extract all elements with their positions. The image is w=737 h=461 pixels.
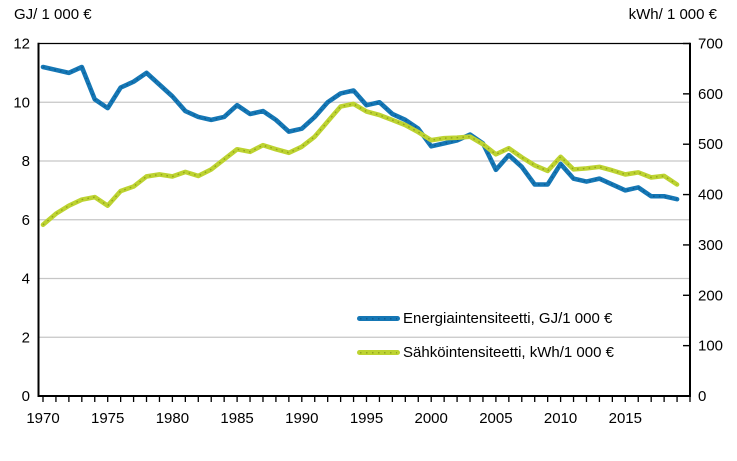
left-axis-tick-label: 0 — [22, 388, 30, 405]
left-axis-tick-label: 12 — [13, 36, 30, 53]
x-axis-tick-label: 2015 — [609, 410, 642, 427]
energy-line-swatch — [357, 316, 400, 321]
electricity-line-swatch — [357, 350, 400, 355]
legend: Energiaintensiteetti, GJ/1 000 € Sähköin… — [357, 308, 614, 363]
x-axis-tick-label: 1985 — [220, 410, 253, 427]
right-axis-tick-label: 100 — [698, 338, 723, 355]
electricity-intensity-line-dots — [42, 103, 678, 226]
legend-label-electricity: Sähköintensiteetti, kWh/1 000 € — [403, 344, 614, 361]
x-axis-tick-label: 1980 — [156, 410, 189, 427]
legend-item-energy: Energiaintensiteetti, GJ/1 000 € — [357, 308, 614, 329]
right-axis-tick-label: 0 — [698, 388, 706, 405]
x-axis-tick-label: 1990 — [285, 410, 318, 427]
right-axis-tick-label: 400 — [698, 187, 723, 204]
right-axis-tick-label: 300 — [698, 237, 723, 254]
left-axis-title: GJ/ 1 000 € — [14, 6, 92, 23]
x-axis-tick-label: 1970 — [26, 410, 59, 427]
legend-item-electricity: Sähköintensiteetti, kWh/1 000 € — [357, 342, 614, 363]
left-axis-tick-label: 6 — [22, 212, 30, 229]
legend-label-energy: Energiaintensiteetti, GJ/1 000 € — [403, 310, 613, 327]
x-axis-tick-label: 1995 — [350, 410, 383, 427]
left-axis-tick-label: 10 — [13, 94, 30, 111]
x-axis-tick-label: 2000 — [415, 410, 448, 427]
right-axis-tick-label: 700 — [698, 36, 723, 53]
right-axis-title: kWh/ 1 000 € — [628, 6, 717, 23]
electricity-intensity-line — [40, 101, 680, 228]
x-axis-tick-label: 2005 — [479, 410, 512, 427]
right-axis-tick-label: 500 — [698, 136, 723, 153]
energy-intensity-line — [40, 64, 680, 202]
left-axis-tick-label: 2 — [22, 329, 30, 346]
right-axis-tick-label: 200 — [698, 287, 723, 304]
x-axis-tick-label: 2010 — [544, 410, 577, 427]
left-axis-tick-label: 8 — [22, 153, 30, 170]
left-axis-tick-label: 4 — [22, 271, 30, 288]
right-axis-tick-label: 600 — [698, 86, 723, 103]
x-axis-tick-label: 1975 — [91, 410, 124, 427]
